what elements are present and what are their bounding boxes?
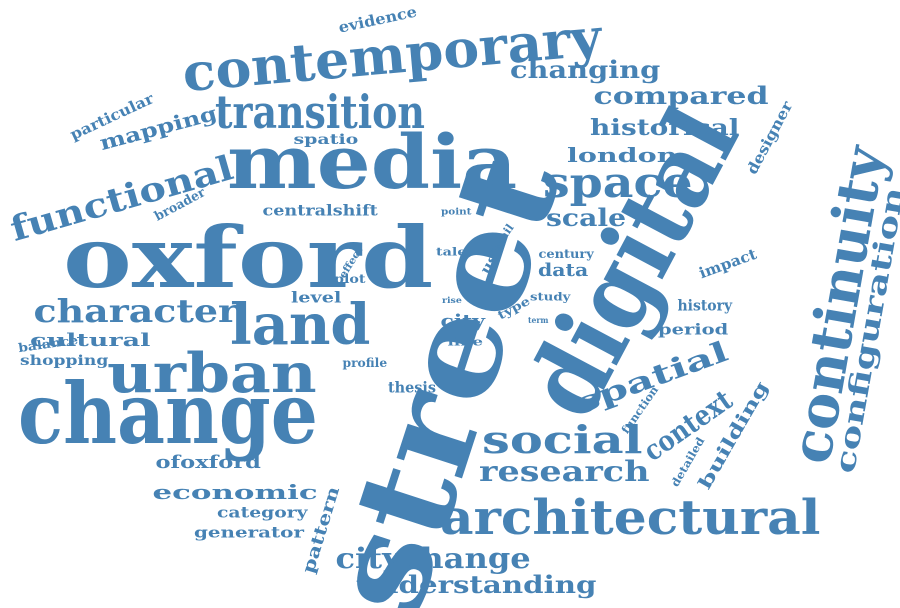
word: category bbox=[217, 503, 308, 522]
word: term bbox=[528, 315, 549, 325]
word: changing bbox=[510, 55, 661, 84]
word: balance bbox=[17, 332, 79, 356]
word: spatio bbox=[293, 132, 359, 148]
word: rise bbox=[442, 295, 462, 305]
word: character bbox=[33, 292, 238, 330]
word: media bbox=[227, 120, 518, 206]
word: cultural bbox=[30, 330, 151, 351]
word: urban bbox=[107, 341, 317, 405]
word: data bbox=[538, 260, 589, 281]
word: research bbox=[479, 455, 650, 488]
word: centralshift bbox=[262, 201, 378, 220]
word: citychange bbox=[335, 542, 531, 575]
word: ofoxford bbox=[155, 452, 261, 473]
word: history bbox=[677, 296, 733, 315]
word: study bbox=[530, 290, 571, 304]
word: scale bbox=[546, 203, 627, 232]
word: generator bbox=[194, 523, 304, 542]
word: thesis bbox=[388, 378, 436, 397]
word: space bbox=[543, 158, 693, 207]
word: shopping bbox=[20, 353, 109, 369]
word: line bbox=[447, 335, 484, 349]
word: level bbox=[291, 288, 342, 307]
word: city bbox=[440, 311, 485, 332]
word: historical bbox=[590, 115, 740, 141]
word: tale bbox=[436, 245, 467, 259]
word: century bbox=[538, 247, 594, 261]
word: compared bbox=[593, 81, 769, 110]
word: period bbox=[658, 320, 729, 339]
word: oxford bbox=[63, 208, 434, 307]
word: point bbox=[441, 207, 472, 218]
word: social bbox=[482, 417, 643, 462]
word: land bbox=[230, 292, 371, 358]
word: london bbox=[567, 143, 678, 167]
word: plot bbox=[334, 272, 366, 286]
word: impact bbox=[696, 244, 759, 283]
word: understanding bbox=[356, 570, 597, 599]
word: profile bbox=[342, 356, 388, 370]
word: architectural bbox=[440, 490, 821, 546]
word: transition bbox=[215, 85, 425, 139]
word: change bbox=[18, 364, 318, 463]
word: designer bbox=[742, 98, 797, 178]
word: economic bbox=[152, 480, 318, 504]
